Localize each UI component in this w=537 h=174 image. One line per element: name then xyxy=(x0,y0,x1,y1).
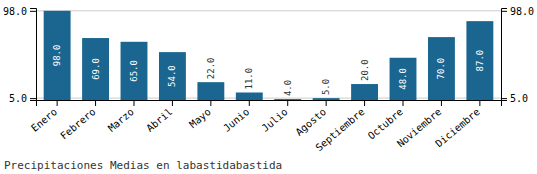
tick-mark xyxy=(501,11,507,12)
data-label: 69.0 xyxy=(91,58,101,80)
data-label: 54.0 xyxy=(167,65,177,87)
data-label: 87.0 xyxy=(475,50,485,72)
data-label: 65.0 xyxy=(129,60,139,82)
bar xyxy=(390,58,417,100)
y-tick-label: 5.0 xyxy=(9,93,27,104)
tick-mark xyxy=(326,100,327,106)
x-tick-label: Diciembre xyxy=(433,106,482,149)
tick-mark xyxy=(57,100,58,106)
tick-mark xyxy=(441,100,442,106)
data-label: 20.0 xyxy=(360,59,370,81)
data-label: 70.0 xyxy=(436,58,446,80)
bar xyxy=(197,82,224,100)
bar xyxy=(274,99,301,100)
x-tick-label: Marzo xyxy=(106,106,136,134)
tick-mark xyxy=(172,100,173,106)
x-tick: Septiembre xyxy=(313,100,366,153)
x-axis: EneroFebrero Marzo Abril Mayo Junio JulioAgos… xyxy=(29,100,501,153)
x-tick-label: Febrero xyxy=(58,106,97,142)
bar xyxy=(313,98,340,100)
x-tick-label: Mayo xyxy=(187,106,213,130)
tick-mark xyxy=(403,100,404,106)
y2-axis: 5.0 98.0 xyxy=(501,6,534,104)
y2-tick: 98.0 xyxy=(501,6,534,17)
data-label: 4.0 xyxy=(283,80,293,96)
data-label: 5.0 xyxy=(321,79,331,95)
tick-mark xyxy=(479,100,480,106)
tick-mark xyxy=(30,11,36,12)
data-label: 48.0 xyxy=(398,68,408,90)
tick-mark xyxy=(501,98,507,99)
y-tick: 5.0 xyxy=(9,93,36,104)
title: Precipitaciones Medias en labastidabasti… xyxy=(4,159,282,172)
x-tick: Agosto xyxy=(293,100,328,138)
tick-mark xyxy=(287,100,288,106)
axis-line xyxy=(37,101,502,107)
x-tick: Abril xyxy=(144,100,174,134)
tick-mark xyxy=(364,100,365,106)
chart: EneroFebrero Marzo Abril Mayo Junio JulioAgos… xyxy=(0,0,537,174)
x-tick-label: Septiembre xyxy=(313,106,366,153)
axis-line xyxy=(502,9,508,101)
tick-mark xyxy=(95,100,96,106)
data-label: 11.0 xyxy=(244,68,254,90)
x-tick-label: Agosto xyxy=(293,106,328,138)
tick-mark xyxy=(30,98,36,99)
data-label: 22.0 xyxy=(206,57,216,79)
bar xyxy=(351,84,378,100)
y2-tick-label: 98.0 xyxy=(510,6,534,17)
x-tick: Diciembre xyxy=(433,100,482,149)
data-labels: 98.0 69.0 65.0 54.0 22.0 11.0 4.0 5.0 20.0 48.0 70… xyxy=(52,45,485,96)
bar xyxy=(428,37,455,100)
x-tick: Marzo xyxy=(106,100,136,134)
x-tick: Febrero xyxy=(58,100,97,142)
y-tick-label: 98.0 xyxy=(3,6,27,17)
x-tick-label: Abril xyxy=(144,106,174,134)
bar xyxy=(236,92,263,100)
tick-mark xyxy=(133,100,134,106)
x-tick-label: Junio xyxy=(221,106,251,134)
plot: EneroFebrero Marzo Abril Mayo Junio JulioAgos… xyxy=(3,6,534,154)
x-tick: Junio xyxy=(221,100,251,134)
x-tick-label: Julio xyxy=(260,106,290,134)
x-tick: Mayo xyxy=(187,100,213,130)
x-tick: Enero xyxy=(29,100,59,134)
y-axis: 5.0 98.0 xyxy=(3,6,37,104)
tick-mark xyxy=(210,100,211,106)
data-label: 98.0 xyxy=(52,45,62,67)
x-tick: Octubre xyxy=(366,100,405,142)
bars xyxy=(44,11,494,100)
bar xyxy=(82,38,109,100)
x-tick: Julio xyxy=(260,100,290,134)
tick-mark xyxy=(249,100,250,106)
bar xyxy=(121,42,148,100)
bar xyxy=(159,52,186,100)
y2-tick-label: 5.0 xyxy=(510,93,528,104)
y2-tick: 5.0 xyxy=(501,93,528,104)
y-tick: 98.0 xyxy=(3,6,36,17)
x-tick-label: Enero xyxy=(29,106,59,134)
axis-line xyxy=(30,9,37,101)
bar xyxy=(44,11,71,100)
bar xyxy=(466,21,493,100)
grid-line xyxy=(36,10,501,11)
